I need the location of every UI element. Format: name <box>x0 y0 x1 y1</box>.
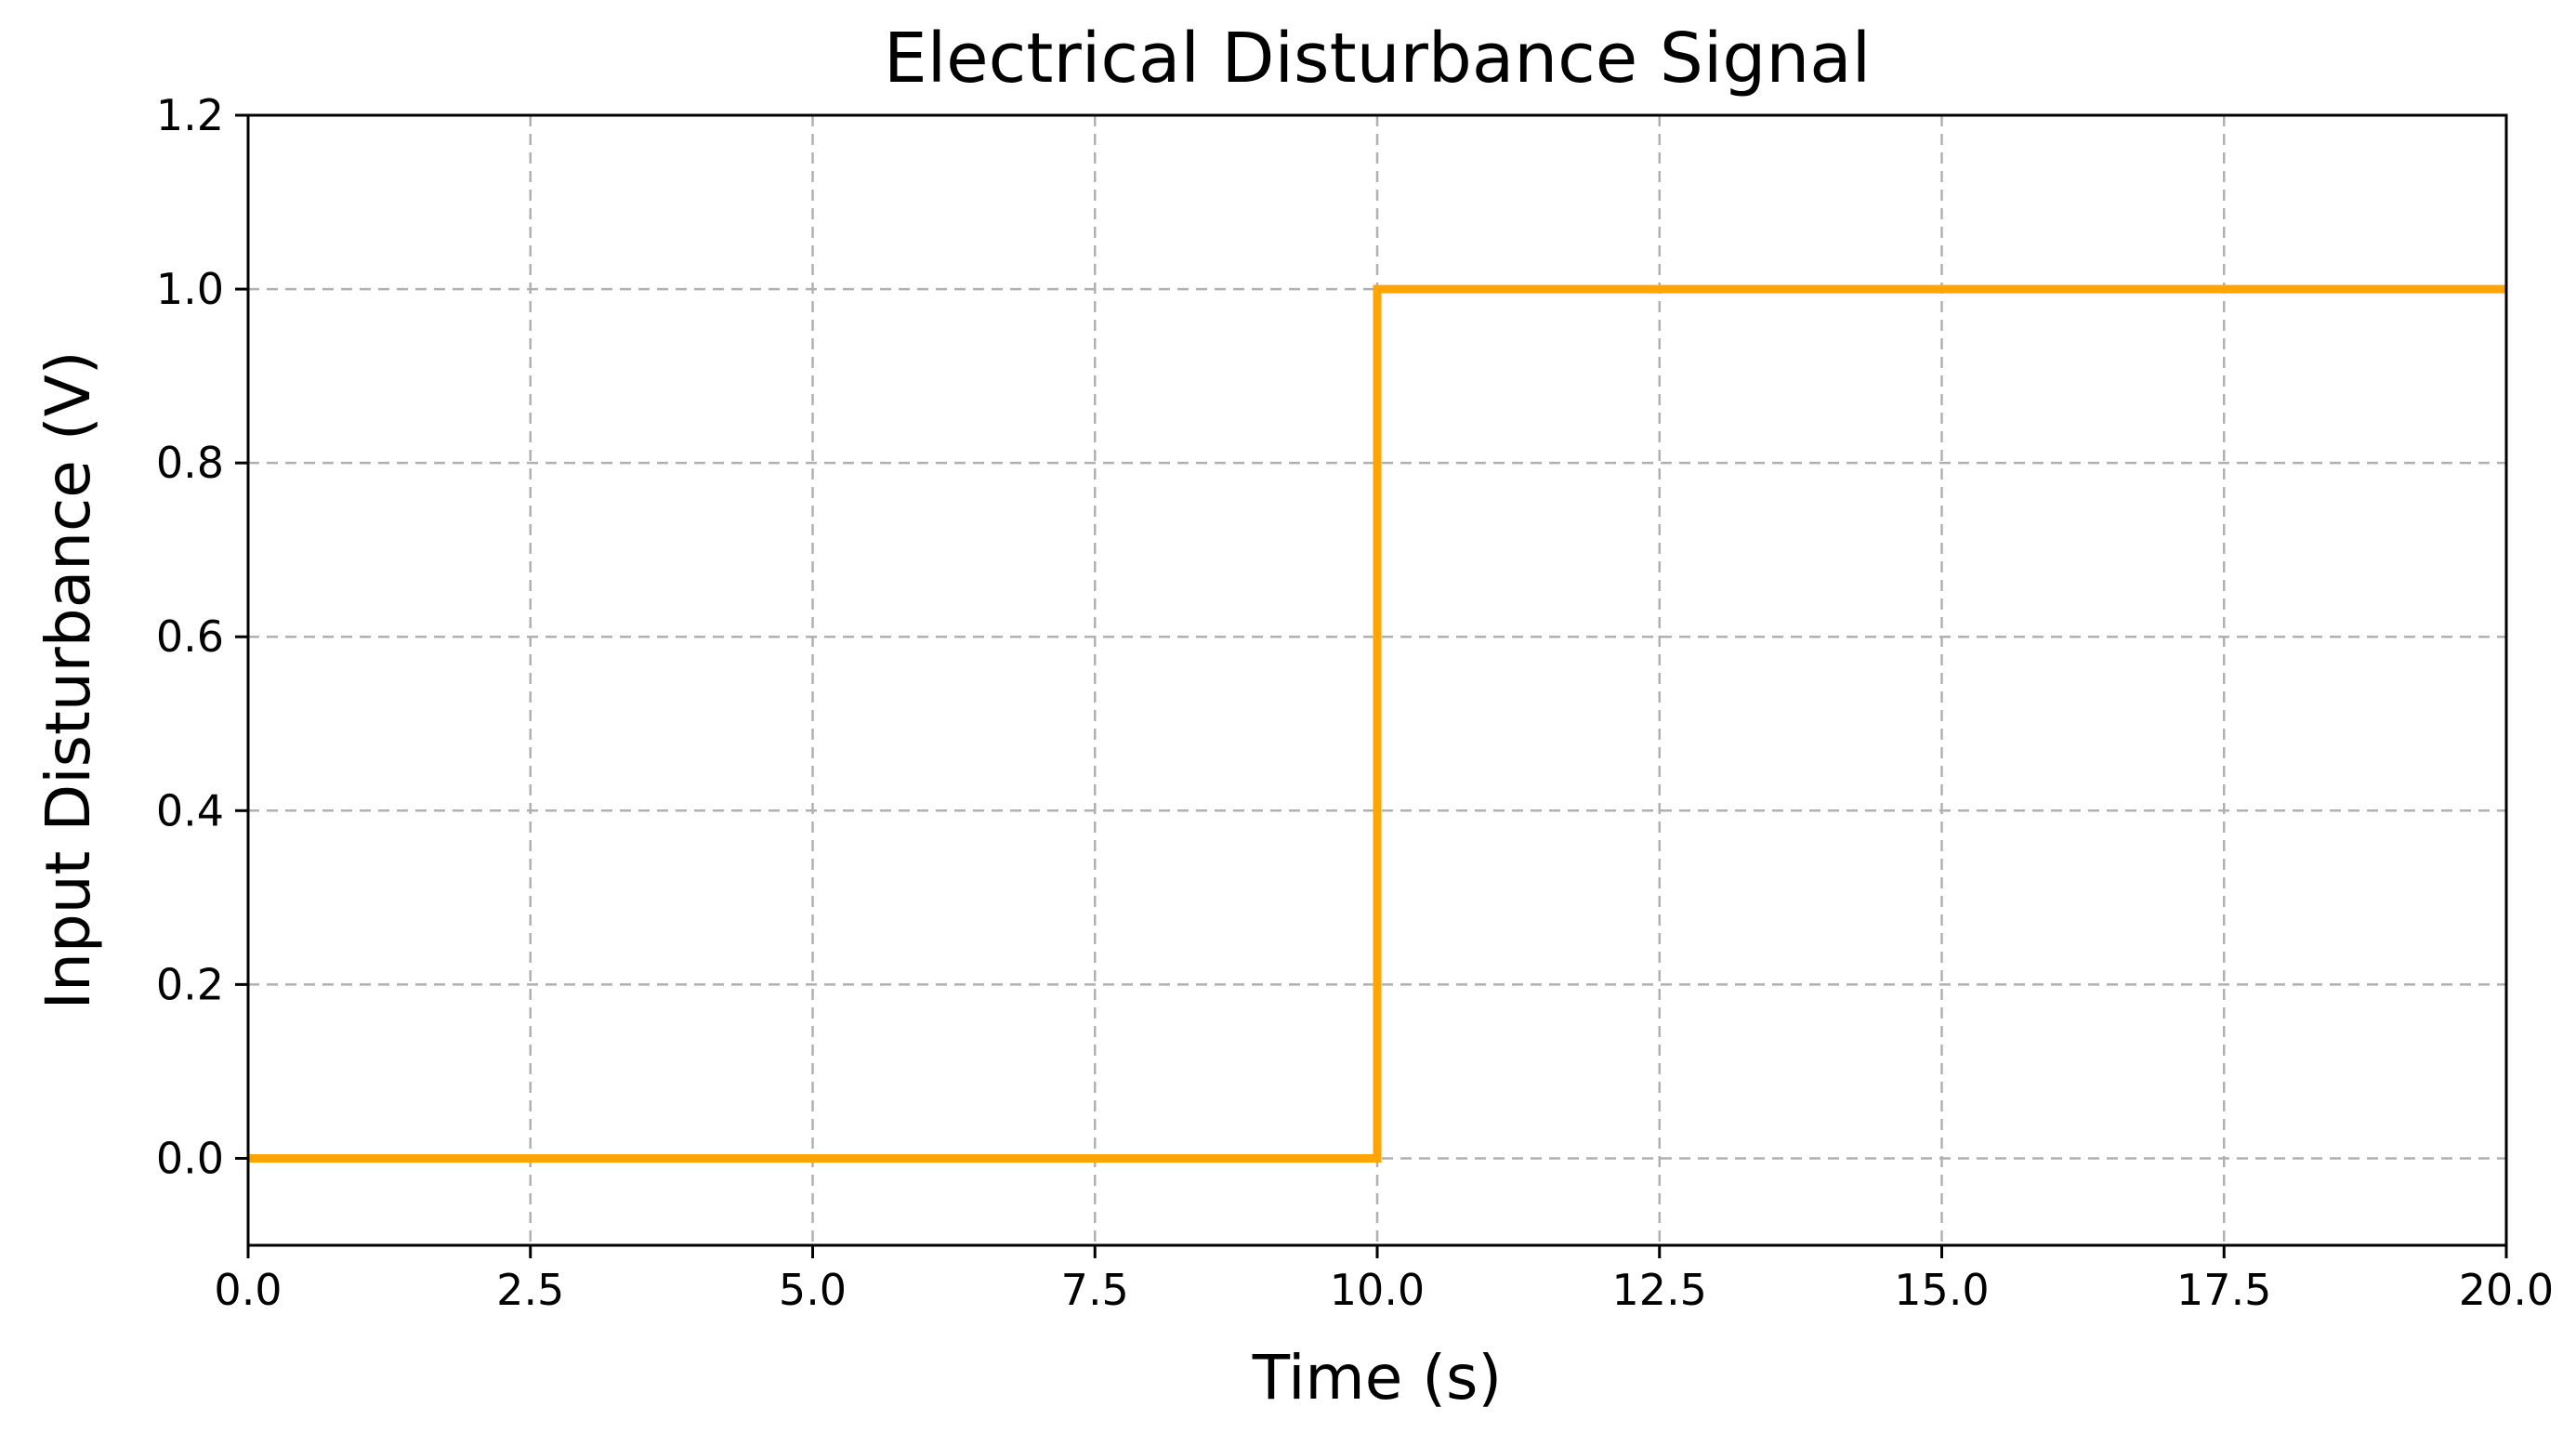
series-line <box>248 284 2506 1163</box>
x-axis-label: Time (s) <box>1252 1342 1502 1413</box>
x-tick-label: 10.0 <box>1330 1265 1425 1315</box>
y-tick-label: 0.8 <box>156 438 224 488</box>
chart-title: Electrical Disturbance Signal <box>884 19 1871 99</box>
y-tick-label: 0.0 <box>156 1133 224 1183</box>
y-tick-label: 0.4 <box>156 785 224 835</box>
x-tick-label: 17.5 <box>2176 1265 2271 1315</box>
y-tick-label: 1.2 <box>156 90 224 140</box>
y-tick-label: 0.6 <box>156 611 224 662</box>
y-tick-label: 0.2 <box>156 959 224 1009</box>
x-tick-label: 12.5 <box>1612 1265 1707 1315</box>
y-axis-label: Input Disturbance (V) <box>33 351 104 1010</box>
ticks-layer: 0.0 2.5 5.0 7.5 10.0 12.5 15.0 17.5 20.0 0.0 0.2 0.… <box>156 90 2554 1315</box>
x-tick-label: 0.0 <box>214 1265 282 1315</box>
x-tick-label: 5.0 <box>779 1265 847 1315</box>
x-tick-label: 15.0 <box>1894 1265 1989 1315</box>
x-tick-label: 2.5 <box>496 1265 564 1315</box>
series-layer <box>248 284 2506 1163</box>
x-tick-label: 7.5 <box>1061 1265 1129 1315</box>
y-tick-label: 1.0 <box>156 264 224 314</box>
x-tick-label: 20.0 <box>2459 1265 2554 1315</box>
